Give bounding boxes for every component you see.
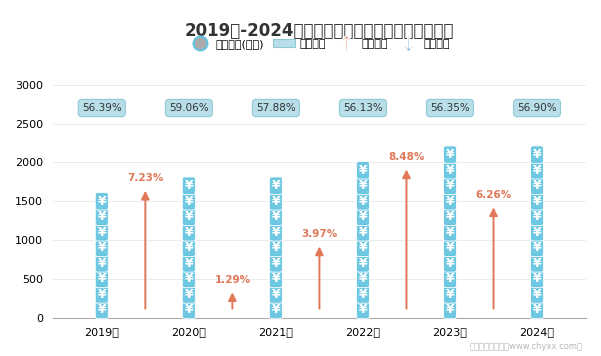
Title: 2019年-2024年湖北省累计原保险保费收入统计图: 2019年-2024年湖北省累计原保险保费收入统计图 bbox=[185, 22, 454, 40]
Text: ¥: ¥ bbox=[185, 288, 193, 301]
Text: ¥: ¥ bbox=[97, 195, 106, 208]
Text: ¥: ¥ bbox=[185, 210, 193, 223]
Text: ¥: ¥ bbox=[446, 210, 454, 223]
Text: ¥: ¥ bbox=[97, 226, 106, 239]
Text: ¥: ¥ bbox=[446, 179, 454, 192]
Text: ¥: ¥ bbox=[446, 164, 454, 177]
Text: ¥: ¥ bbox=[272, 272, 280, 286]
Text: ¥: ¥ bbox=[532, 288, 542, 301]
Text: ¥: ¥ bbox=[185, 195, 193, 208]
Text: ¥: ¥ bbox=[359, 303, 367, 316]
Text: ¥: ¥ bbox=[532, 303, 542, 316]
Text: 3.97%: 3.97% bbox=[301, 229, 338, 239]
Text: ¥: ¥ bbox=[359, 179, 367, 192]
Text: ¥: ¥ bbox=[97, 257, 106, 270]
Text: ¥: ¥ bbox=[272, 303, 280, 316]
Text: ¥: ¥ bbox=[532, 195, 542, 208]
Text: ¥: ¥ bbox=[532, 210, 542, 223]
Text: ¥: ¥ bbox=[532, 257, 542, 270]
Text: ¥: ¥ bbox=[97, 210, 106, 223]
Text: ¥: ¥ bbox=[446, 303, 454, 316]
Text: ¥: ¥ bbox=[272, 257, 280, 270]
Text: ¥: ¥ bbox=[359, 226, 367, 239]
Text: 56.13%: 56.13% bbox=[343, 103, 383, 113]
Text: ¥: ¥ bbox=[532, 272, 542, 286]
Text: ¥: ¥ bbox=[97, 288, 106, 301]
Text: ¥: ¥ bbox=[446, 288, 454, 301]
Text: 6.26%: 6.26% bbox=[475, 190, 511, 200]
Text: ¥: ¥ bbox=[446, 226, 454, 239]
Text: ¥: ¥ bbox=[185, 272, 193, 286]
Text: ¥: ¥ bbox=[359, 241, 367, 254]
Text: ¥: ¥ bbox=[185, 241, 193, 254]
Text: ¥: ¥ bbox=[97, 303, 106, 316]
Text: 57.88%: 57.88% bbox=[256, 103, 296, 113]
Text: 制图：智研咨询（www.chyxx.com）: 制图：智研咨询（www.chyxx.com） bbox=[470, 342, 583, 351]
Text: ¥: ¥ bbox=[272, 226, 280, 239]
Text: 56.90%: 56.90% bbox=[517, 103, 557, 113]
Text: ¥: ¥ bbox=[446, 241, 454, 254]
Text: ¥: ¥ bbox=[446, 272, 454, 286]
Text: 8.48%: 8.48% bbox=[388, 152, 425, 162]
Text: 7.23%: 7.23% bbox=[127, 173, 163, 183]
Text: ¥: ¥ bbox=[359, 164, 367, 177]
Text: ¥: ¥ bbox=[185, 226, 193, 239]
Text: ¥: ¥ bbox=[272, 195, 280, 208]
Text: ¥: ¥ bbox=[532, 148, 542, 161]
Text: 59.06%: 59.06% bbox=[169, 103, 209, 113]
Legend: 累计保费(亿元), 寿险占比, 同比增加, 同比减少: 累计保费(亿元), 寿险占比, 同比增加, 同比减少 bbox=[189, 39, 450, 49]
Text: ¥: ¥ bbox=[359, 195, 367, 208]
Text: 1.29%: 1.29% bbox=[215, 275, 251, 285]
Text: ¥: ¥ bbox=[446, 257, 454, 270]
Text: ¥: ¥ bbox=[359, 257, 367, 270]
Text: 56.39%: 56.39% bbox=[82, 103, 121, 113]
Text: ¥: ¥ bbox=[185, 179, 193, 192]
Text: ¥: ¥ bbox=[185, 303, 193, 316]
Text: 56.35%: 56.35% bbox=[430, 103, 470, 113]
Text: ¥: ¥ bbox=[532, 241, 542, 254]
Text: ¥: ¥ bbox=[272, 210, 280, 223]
Text: ¥: ¥ bbox=[272, 179, 280, 192]
Text: ¥: ¥ bbox=[532, 179, 542, 192]
Text: ¥: ¥ bbox=[532, 226, 542, 239]
Text: ¥: ¥ bbox=[185, 257, 193, 270]
Text: ¥: ¥ bbox=[97, 241, 106, 254]
Text: ¥: ¥ bbox=[359, 210, 367, 223]
Text: ¥: ¥ bbox=[446, 195, 454, 208]
Text: ¥: ¥ bbox=[272, 241, 280, 254]
Text: ¥: ¥ bbox=[272, 288, 280, 301]
Text: ¥: ¥ bbox=[359, 288, 367, 301]
Text: ¥: ¥ bbox=[532, 164, 542, 177]
Text: ¥: ¥ bbox=[97, 272, 106, 286]
Text: ¥: ¥ bbox=[446, 148, 454, 161]
Text: ¥: ¥ bbox=[359, 272, 367, 286]
